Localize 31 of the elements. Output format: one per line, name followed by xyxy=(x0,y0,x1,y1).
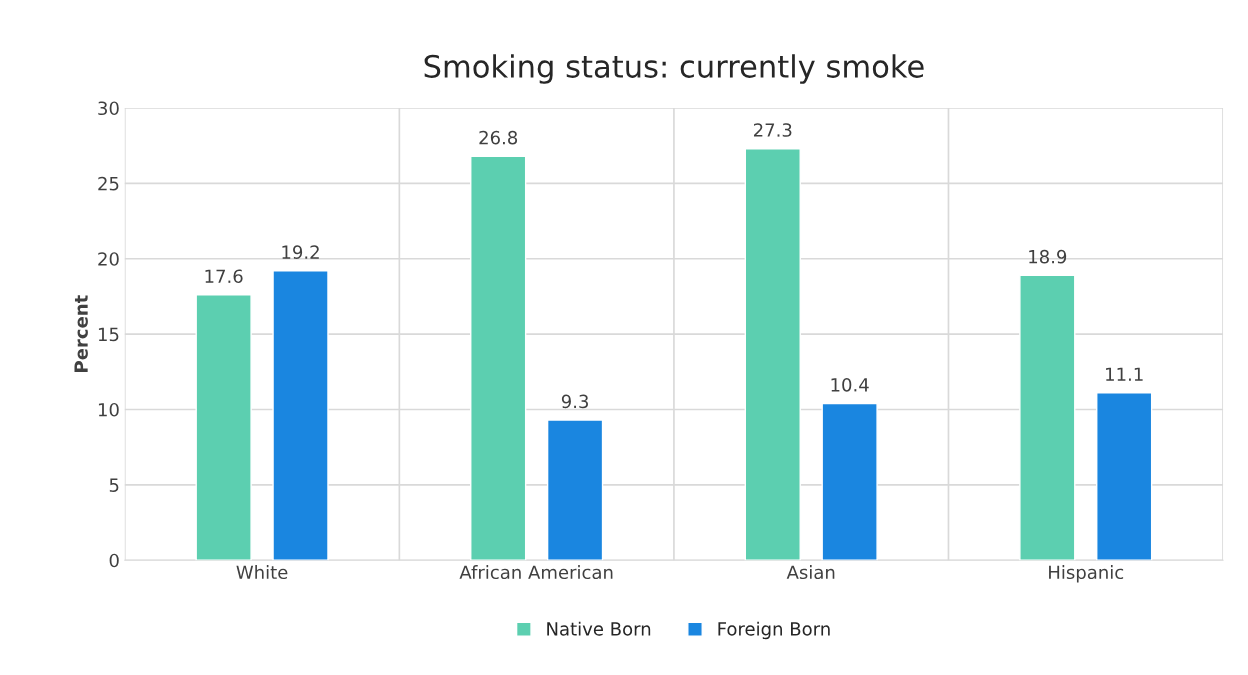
bar xyxy=(470,155,527,561)
bar xyxy=(744,148,801,561)
bar xyxy=(195,294,252,561)
x-tick-label: Hispanic xyxy=(1049,565,1124,583)
data-label: 17.6 xyxy=(205,269,243,284)
data-label: 26.8 xyxy=(479,130,518,145)
y-axis-title: Percent xyxy=(74,295,88,372)
y-tick-label: 20 xyxy=(98,252,119,266)
chart-title: Smoking status: currently smoke xyxy=(424,54,924,84)
y-tick-label: 10 xyxy=(98,402,119,417)
x-tick-label: White xyxy=(236,565,288,580)
data-label: 9.3 xyxy=(561,394,588,409)
y-tick-label: 15 xyxy=(98,327,119,342)
bar xyxy=(1096,392,1153,561)
y-tick-label: 5 xyxy=(109,478,119,492)
data-label: 19.2 xyxy=(282,245,319,259)
data-label: 27.3 xyxy=(753,123,792,137)
data-label: 10.4 xyxy=(831,377,869,392)
bar xyxy=(546,419,604,561)
y-tick-label: 25 xyxy=(98,176,119,191)
bar xyxy=(1019,274,1076,561)
x-tick-label: Asian xyxy=(786,565,835,580)
data-label: 18.9 xyxy=(1029,249,1067,264)
bar xyxy=(272,270,329,561)
legend-label: Native Born xyxy=(547,621,651,636)
y-tick-label: 0 xyxy=(109,553,119,568)
bar xyxy=(821,402,878,561)
y-tick-label: 30 xyxy=(98,101,119,116)
x-tick-label: African American xyxy=(459,565,613,580)
legend-label: Foreign Born xyxy=(718,621,830,640)
data-label: 11.1 xyxy=(1106,367,1143,381)
